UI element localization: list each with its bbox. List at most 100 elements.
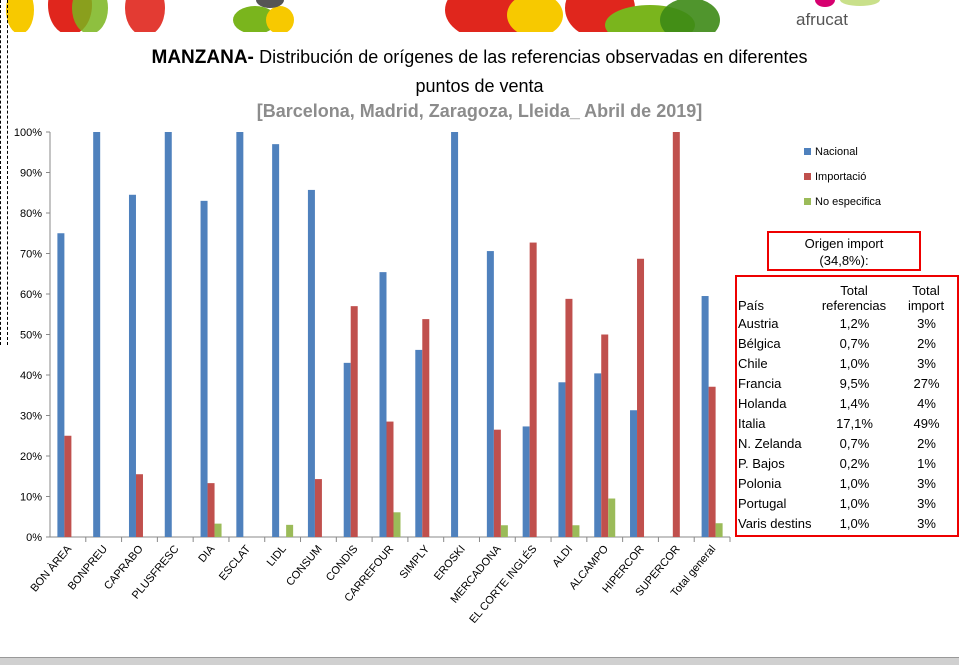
bar-nacional [343, 362, 351, 537]
legend-item-nacional: Nacional [804, 146, 858, 158]
total-refs-cell: 1,2% [839, 316, 870, 331]
country-cell: N. Zelanda [738, 436, 802, 451]
table-row: Varis destins 1,0% 3% [737, 514, 957, 534]
legend-label: Nacional [815, 146, 858, 158]
y-tick-label: 20% [20, 451, 42, 463]
total-import-cell: 3% [917, 316, 936, 331]
bar-nacional [486, 251, 494, 537]
total-refs-cell: 9,5% [839, 376, 870, 391]
legend-label: No especifica [815, 196, 882, 208]
bar-no-especifica [286, 524, 294, 537]
legend-label: Importació [815, 171, 867, 183]
y-tick-label: 80% [20, 208, 42, 220]
bar-nacional [57, 233, 65, 537]
bar-nacional [451, 132, 459, 537]
total-import-cell: 27% [913, 376, 940, 391]
total-refs-cell: 1,0% [839, 476, 870, 491]
bar-nacional [164, 132, 172, 537]
total-import-cell: 1% [917, 456, 936, 471]
total-refs-cell: 1,0% [839, 516, 870, 531]
bar-no-especifica [608, 498, 616, 537]
y-tick-label: 50% [20, 330, 42, 342]
decorative-banner [6, 0, 880, 32]
x-tick-label: LIDL [265, 543, 289, 569]
y-tick-label: 90% [20, 168, 42, 180]
legend-item-no-especifica: No especifica [804, 196, 881, 208]
legend-item-importacio: Importació [804, 171, 866, 183]
bar-importació [314, 479, 322, 537]
x-tick-label: CONDIS [324, 543, 361, 583]
bar-importació [386, 421, 394, 537]
title-line2: puntos de venta [415, 76, 544, 96]
bar-importació [422, 319, 430, 537]
table-row: Holanda 1,4% 4% [737, 394, 957, 414]
y-tick-label: 100% [14, 127, 42, 139]
import-origin-title: Origen import [804, 236, 884, 251]
total-refs-cell: 0,7% [839, 336, 870, 351]
x-tick-label: DIA [196, 543, 217, 565]
country-cell: Chile [738, 356, 768, 371]
bar-importació [565, 298, 573, 537]
bar-importació [350, 306, 358, 537]
bar-importació [672, 132, 680, 537]
bar-importació [529, 242, 537, 537]
total-import-cell: 2% [917, 436, 936, 451]
header-country: País [738, 298, 765, 313]
country-cell: Austria [738, 316, 779, 331]
country-cell: P. Bajos [738, 456, 785, 471]
total-refs-cell: 1,0% [839, 356, 870, 371]
bar-no-especifica [214, 523, 222, 537]
total-refs-cell: 0,2% [839, 456, 870, 471]
total-refs-cell: 1,4% [839, 396, 870, 411]
y-tick-label: 0% [26, 532, 42, 544]
selection-border [0, 0, 8, 345]
x-tick-label: EROSKI [432, 543, 468, 583]
x-tick-label: ESCLAT [217, 543, 253, 583]
table-row: P. Bajos 0,2% 1% [737, 454, 957, 474]
chart-title: MANZANA- Distribución de orígenes de las… [0, 47, 959, 69]
bar-importació [493, 429, 501, 537]
table-row: Austria 1,2% 3% [737, 314, 957, 334]
import-table: País Total referencias Total import Aust… [737, 277, 957, 534]
bar-nacional [701, 296, 709, 537]
bar-nacional [307, 189, 315, 538]
bar-nacional [630, 410, 638, 537]
bar-nacional [272, 144, 280, 537]
x-tick-label: SIMPLY [397, 543, 432, 582]
import-table-box: País Total referencias Total import Aust… [735, 275, 959, 537]
bar-importació [135, 474, 143, 537]
bar-importació [601, 334, 609, 537]
bar-nacional [379, 272, 387, 537]
total-import-cell: 49% [913, 416, 940, 431]
bar-nacional [128, 194, 136, 537]
total-refs-cell: 1,0% [839, 496, 870, 511]
afrucat-logo: afrucat [796, 10, 848, 29]
y-tick-label: 10% [20, 492, 42, 504]
bar-nacional [236, 132, 244, 537]
bar-importació [64, 435, 72, 537]
bar-nacional [200, 200, 208, 537]
table-row: Chile 1,0% 3% [737, 354, 957, 374]
bar-no-especifica [393, 512, 401, 537]
y-tick-label: 40% [20, 370, 42, 382]
total-import-cell: 4% [917, 396, 936, 411]
bar-importació [637, 258, 645, 537]
bar-nacional [522, 426, 530, 537]
total-import-cell: 3% [917, 516, 936, 531]
header-total-refs: Total referencias [821, 283, 887, 313]
bottom-scrollbar[interactable] [0, 657, 959, 665]
table-row: Francia 9,5% 27% [737, 374, 957, 394]
title-bold: MANZANA- [151, 47, 254, 68]
x-tick-label: ALDI [550, 543, 575, 569]
title-rest: Distribución de orígenes de las referenc… [259, 47, 808, 67]
y-tick-label: 60% [20, 289, 42, 301]
bar-nacional [594, 373, 602, 537]
legend-swatch [804, 173, 811, 180]
bar-nacional [93, 132, 101, 537]
bar-nacional [415, 349, 423, 537]
country-cell: Polonia [738, 476, 782, 491]
country-cell: Portugal [738, 496, 787, 511]
total-refs-cell: 0,7% [839, 436, 870, 451]
legend-swatch [804, 198, 811, 205]
